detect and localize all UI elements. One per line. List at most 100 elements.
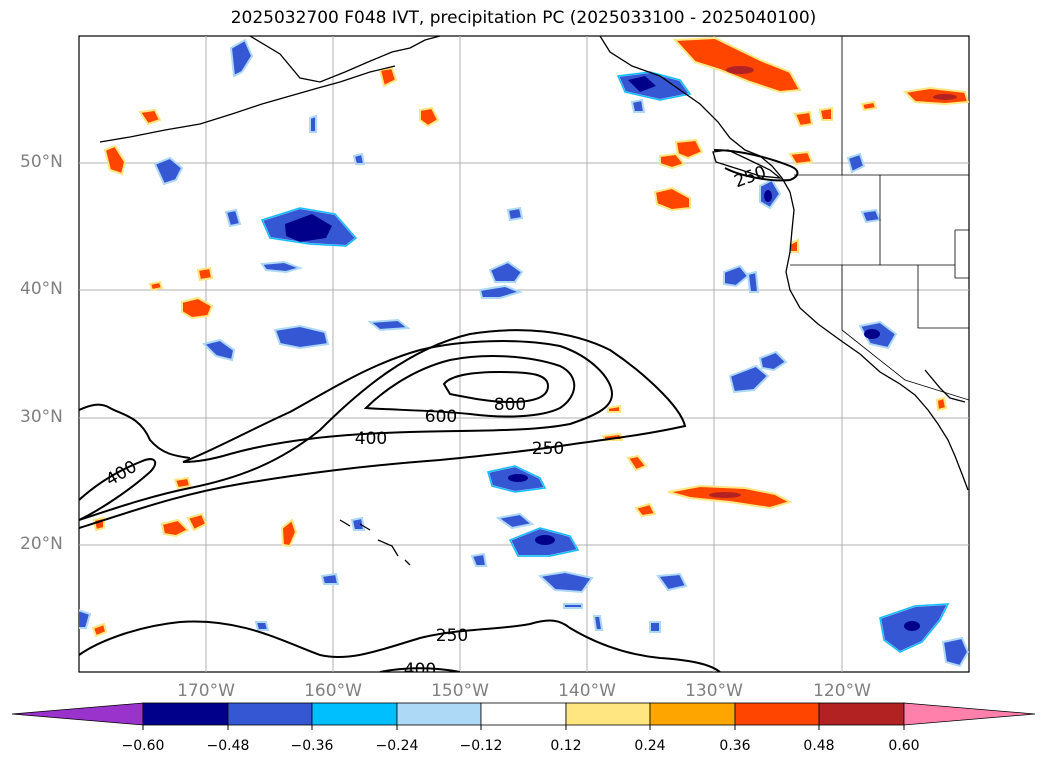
aleutian-chain <box>99 65 396 143</box>
pc-blob <box>202 338 236 362</box>
pc-blob <box>79 609 92 629</box>
pc-blob <box>818 106 833 121</box>
lat-label: 40°N <box>20 279 63 299</box>
pc-blob <box>788 150 814 166</box>
contour-label: 400 <box>404 660 436 680</box>
contour-label: 800 <box>494 395 526 415</box>
lon-label: 160°W <box>304 681 362 701</box>
pc-blob <box>634 502 657 518</box>
pc-blob <box>537 570 594 594</box>
colorbar-segment <box>565 702 651 726</box>
pc-blob <box>196 266 214 282</box>
pc-blob <box>758 350 788 372</box>
contour-label: 600 <box>425 407 457 427</box>
pc-blob <box>630 98 646 113</box>
pc-blob <box>592 615 604 631</box>
contour-label: 400 <box>355 429 387 449</box>
colorbar-extend-high <box>903 702 1036 726</box>
colorbar-extend-low <box>11 702 144 726</box>
colorbar-segment <box>311 702 398 726</box>
alaska-coast <box>249 36 441 83</box>
colorbar <box>11 702 1036 730</box>
pc-blob <box>649 621 661 633</box>
colorbar-tick-label: 0.24 <box>634 738 666 754</box>
pc-blob <box>506 206 524 222</box>
pc-blob <box>103 144 127 176</box>
ivt-contours <box>79 149 799 672</box>
ivt-contour-400 <box>182 340 614 463</box>
colorbar-segment <box>649 702 736 726</box>
colorbar-segment <box>818 702 905 726</box>
vancouver-island <box>712 149 783 179</box>
colorbar-segment <box>734 702 820 726</box>
pc-blob <box>378 66 398 88</box>
hawaiian-islands <box>339 519 411 566</box>
pc-blob <box>846 152 866 174</box>
pc-blob <box>138 108 162 126</box>
pc-blob <box>935 396 948 412</box>
coastlines <box>99 36 969 566</box>
contour-label: 250 <box>436 626 468 646</box>
pc-blob <box>793 110 814 128</box>
pc-blob <box>352 152 366 165</box>
pc-blob <box>309 114 317 133</box>
ivt-contour-250-bc <box>713 149 799 182</box>
pc-blob <box>419 106 440 128</box>
pc-blob <box>728 364 770 394</box>
pc-blob <box>607 404 621 413</box>
colorbar-tick-label: −0.36 <box>290 738 334 754</box>
ivt-contour-250 <box>79 329 687 529</box>
ivt-contour-250-west <box>79 403 191 459</box>
pc-blob <box>653 186 691 212</box>
pc-blob <box>674 138 704 160</box>
colorbar-ticks <box>142 725 905 730</box>
colorbar-tick-label: 0.60 <box>888 738 920 754</box>
pc-blob <box>91 622 108 638</box>
pc-blob <box>280 518 298 548</box>
colorbar-tick-label: −0.48 <box>206 738 250 754</box>
pc-blob <box>181 296 214 320</box>
map-title: 2025032700 F048 IVT, precipitation PC (2… <box>230 8 817 28</box>
lat-label: 50°N <box>20 152 63 172</box>
pc-blob <box>495 512 535 530</box>
lon-label: 170°W <box>177 681 235 701</box>
gulf-alaska-coast <box>599 36 791 193</box>
ivt-contour-800 <box>442 370 550 404</box>
pc-blob <box>659 152 686 170</box>
colorbar-tick-label: 0.36 <box>719 738 751 754</box>
pc-blob <box>260 260 304 274</box>
pc-blob <box>224 208 242 228</box>
ivt-contour-400-west <box>79 458 157 521</box>
pc-blob <box>860 100 878 112</box>
strong-positive-cores <box>709 66 957 498</box>
pc-blob <box>672 36 802 94</box>
lon-label: 120°W <box>813 681 871 701</box>
colorbar-segment <box>480 702 567 726</box>
colorbar-segment <box>396 702 482 726</box>
lon-label: 130°W <box>685 681 743 701</box>
pc-blob <box>723 264 750 288</box>
pc-blob <box>273 324 330 350</box>
colorbar-segment <box>227 702 313 726</box>
lon-label: 140°W <box>558 681 616 701</box>
pc-blob <box>186 512 208 532</box>
ivt-contour-600 <box>363 355 576 418</box>
pc-blob <box>153 156 184 186</box>
colorbar-tick-label: −0.24 <box>375 738 419 754</box>
ivt-contour-250-south <box>79 619 721 672</box>
lat-label: 30°N <box>20 407 63 427</box>
pc-blob <box>941 636 969 668</box>
map-frame <box>78 35 970 673</box>
colorbar-tick-label: −0.60 <box>121 738 165 754</box>
pc-blob <box>563 603 583 609</box>
pc-blob <box>860 208 882 224</box>
pc-blob <box>160 518 190 538</box>
lat-label: 20°N <box>20 534 63 554</box>
pc-blob <box>478 284 524 299</box>
colorbar-tick-label: −0.12 <box>459 738 503 754</box>
pc-blob <box>626 454 648 472</box>
colorbar-tick-label: 0.12 <box>550 738 582 754</box>
pc-blob <box>320 572 340 585</box>
pc-blob <box>367 318 411 332</box>
colorbar-segment <box>142 702 229 726</box>
